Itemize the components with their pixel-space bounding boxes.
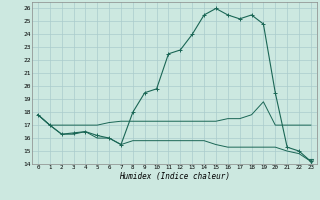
X-axis label: Humidex (Indice chaleur): Humidex (Indice chaleur) bbox=[119, 172, 230, 181]
